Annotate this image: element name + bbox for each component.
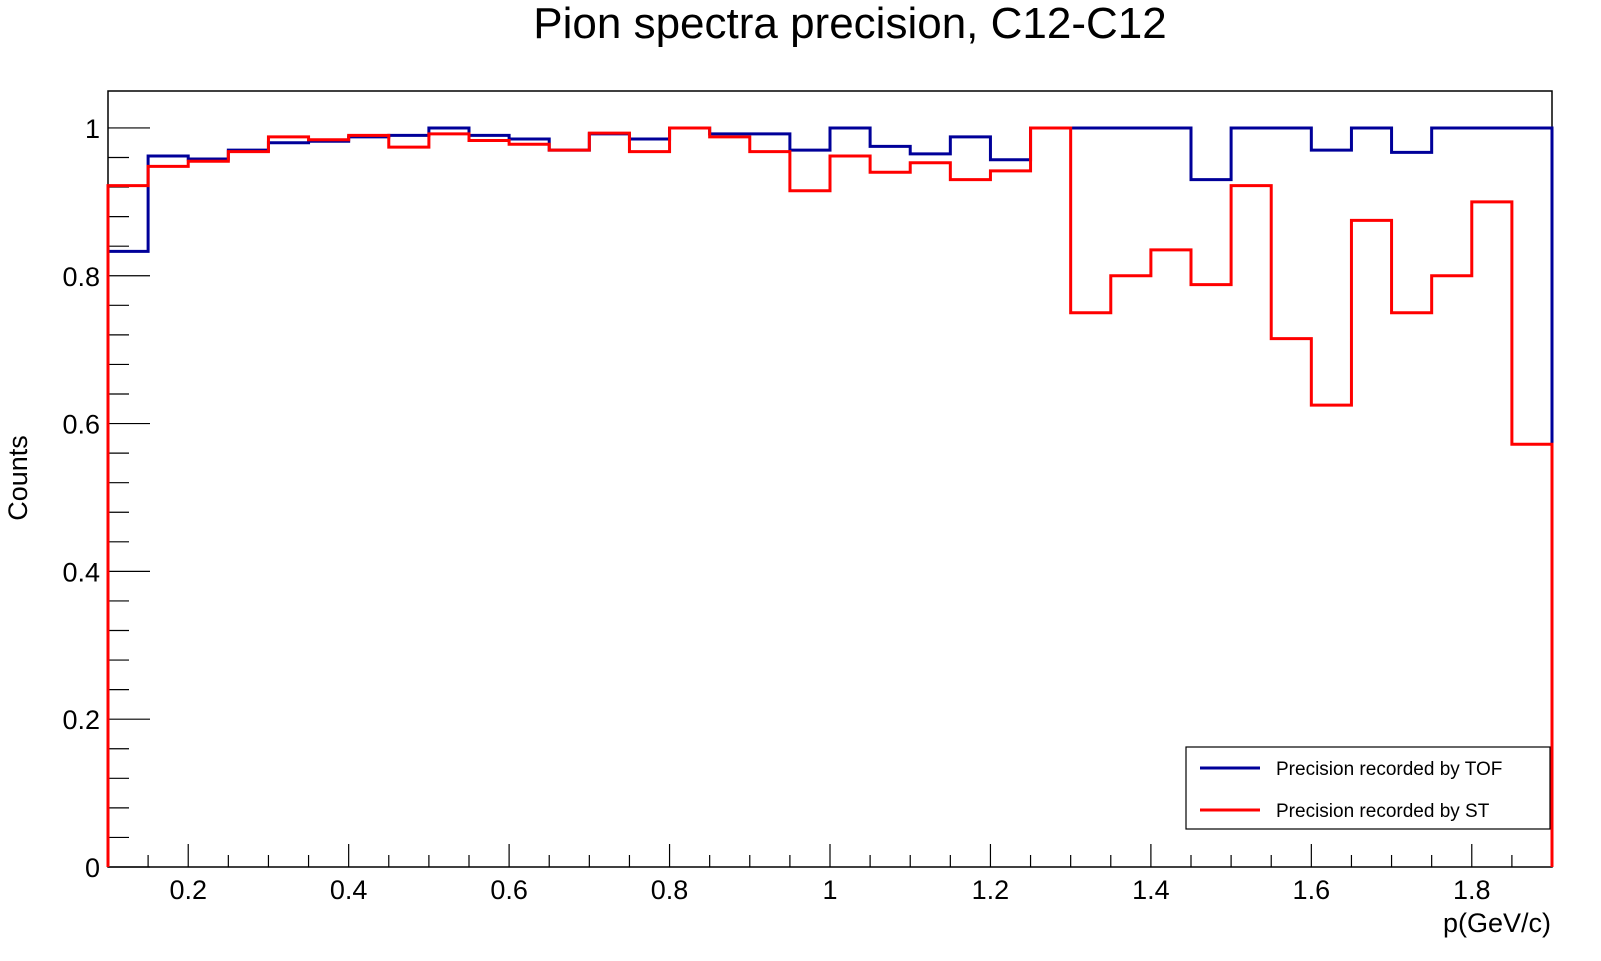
x-tick-label: 1.4 <box>1132 875 1170 905</box>
y-tick-label: 0.8 <box>62 262 100 292</box>
x-tick-label: 1.2 <box>972 875 1010 905</box>
series-line-st <box>106 126 1554 867</box>
x-tick-label: 1 <box>822 875 837 905</box>
y-tick-label: 0.6 <box>62 410 100 440</box>
chart-title: Pion spectra precision, C12-C12 <box>533 0 1166 48</box>
legend: Precision recorded by TOF Precision reco… <box>1185 746 1551 830</box>
y-axis-label: Counts <box>3 435 33 521</box>
y-tick-label: 0.4 <box>62 557 100 587</box>
y-tick-label: 0 <box>85 853 100 883</box>
x-axis: 0.2 0.4 0.6 0.8 1 1.2 1.4 1.6 1.8 <box>107 844 1553 905</box>
y-axis: 0 0.2 0.4 0.6 0.8 1 <box>62 114 150 883</box>
x-tick-label: 1.8 <box>1453 875 1491 905</box>
x-axis-label: p(GeV/c) <box>1443 908 1551 938</box>
x-tick-label: 0.8 <box>651 875 689 905</box>
x-tick-label: 0.6 <box>490 875 528 905</box>
legend-label-st: Precision recorded by ST <box>1276 801 1490 822</box>
y-tick-label: 0.2 <box>62 705 100 735</box>
series-layer <box>106 126 1554 867</box>
legend-box <box>1185 746 1551 830</box>
legend-label-tof: Precision recorded by TOF <box>1276 759 1502 780</box>
y-tick-label: 1 <box>85 114 100 144</box>
x-tick-label: 1.6 <box>1293 875 1331 905</box>
x-tick-label: 0.4 <box>330 875 368 905</box>
x-tick-label: 0.2 <box>169 875 207 905</box>
